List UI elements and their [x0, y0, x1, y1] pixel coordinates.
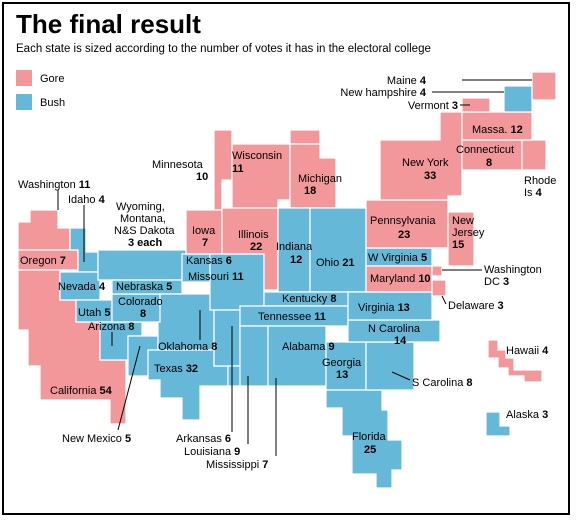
- label-dc-2: DC 3: [484, 276, 509, 288]
- label-maryland: Maryland 10: [370, 273, 431, 285]
- label-wmn-2: Montana,: [120, 213, 166, 225]
- state-vermont: [461, 97, 491, 113]
- label-washington: Washington 11: [18, 179, 90, 191]
- label-delaware: Delaware 3: [448, 300, 504, 312]
- label-newjersey-2: Jersey: [452, 227, 485, 239]
- state-arkansas: [213, 309, 241, 367]
- label-arkansas: Arkansas 6: [176, 433, 231, 445]
- legend-swatch-bush: [16, 94, 32, 110]
- state-newhampshire: [503, 85, 533, 113]
- label-maine: Maine 4: [387, 75, 427, 87]
- label-california: California 54: [50, 385, 113, 397]
- label-georgia-ev: 13: [336, 369, 348, 381]
- state-newyork: [379, 111, 463, 201]
- label-connecticut: Connecticut: [456, 144, 514, 156]
- label-texas: Texas 32: [154, 363, 198, 375]
- leader-newmexico: [117, 345, 141, 431]
- label-tennessee: Tennessee 11: [258, 311, 326, 323]
- label-kansas: Kansas 6: [186, 255, 232, 267]
- state-newjersey: [447, 211, 475, 267]
- label-iowa-ev: 7: [202, 237, 208, 249]
- leader-delaware: [441, 295, 447, 305]
- label-newyork-ev: 33: [424, 170, 436, 182]
- legend-label-bush: Bush: [40, 97, 65, 109]
- label-ohio: Ohio 21: [316, 257, 355, 269]
- label-wisconsin: Wisconsin: [232, 150, 282, 162]
- label-vermont: Vermont 3: [408, 100, 458, 112]
- label-newjersey-1: New: [452, 215, 474, 227]
- state-delaware: [431, 279, 447, 297]
- subtitle: Each state is sized according to the num…: [16, 43, 431, 55]
- label-wmn-3: N&S Dakota: [114, 225, 175, 237]
- label-hawaii: Hawaii 4: [506, 345, 549, 357]
- state-scarolina: [365, 341, 415, 391]
- label-nebraska: Nebraska 5: [116, 281, 172, 293]
- label-newmexico: New Mexico 5: [62, 433, 131, 445]
- label-newyork: New York: [402, 157, 449, 169]
- label-scarolina: S Carolina 8: [412, 377, 473, 389]
- state-ohio: [309, 207, 367, 293]
- state-mississippi: [239, 325, 269, 387]
- label-newhampshire: New hampshire 4: [340, 87, 426, 99]
- label-florida-ev: 25: [364, 444, 376, 456]
- label-colorado-ev: 8: [140, 308, 146, 320]
- label-minnesota-ev: 10: [196, 171, 208, 183]
- state-maine: [531, 71, 557, 101]
- label-ncarolina: N Carolina: [368, 323, 421, 335]
- label-rhodeisland-1: Rhode: [524, 175, 556, 187]
- state-washington: [17, 209, 71, 251]
- label-connecticut-ev: 8: [486, 157, 492, 169]
- label-michigan-ev: 18: [304, 185, 316, 197]
- label-pennsylvania-ev: 23: [398, 229, 410, 241]
- label-michigan: Michigan: [298, 173, 342, 185]
- state-rhodeisland: [521, 139, 547, 171]
- label-illinois-ev: 22: [250, 241, 262, 253]
- label-arizona: Arizona 8: [88, 321, 134, 333]
- label-louisiana: Louisiana 9: [184, 446, 240, 458]
- label-alabama: Alabama 9: [282, 341, 335, 353]
- label-newjersey-ev: 15: [452, 239, 464, 251]
- label-wmn-1: Wyoming,: [116, 201, 165, 213]
- label-idaho: Idaho 4: [68, 194, 106, 206]
- leader-scarolina: [391, 371, 411, 381]
- label-oklahoma: Oklahoma 8: [158, 341, 217, 353]
- label-iowa: Iowa: [192, 225, 216, 237]
- label-georgia: Georgia: [322, 357, 362, 369]
- label-wmn-ev: 3 each: [128, 237, 163, 249]
- label-wisconsin-ev: 11: [232, 163, 244, 175]
- label-minnesota: Minnesota: [152, 159, 204, 171]
- state-minnesota: [213, 129, 233, 211]
- page-title: The final result: [16, 9, 201, 39]
- label-nevada: Nevada 4: [58, 281, 106, 293]
- legend-label-gore: Gore: [40, 73, 64, 85]
- state-alabama: [267, 325, 327, 387]
- label-rhodeisland-2: Is 4: [524, 187, 543, 199]
- state-florida: [325, 389, 403, 489]
- label-colorado: Colorado: [118, 296, 163, 308]
- label-virginia: Virginia 13: [358, 302, 410, 314]
- state-dc: [431, 265, 443, 277]
- label-oregon: Oregon 7: [20, 255, 66, 267]
- label-kentucky: Kentucky 8: [282, 293, 336, 305]
- state-hawaii: [487, 339, 543, 383]
- label-illinois: Illinois: [238, 229, 269, 241]
- label-wvirginia: W Virginia 5: [368, 252, 427, 264]
- label-indiana: Indiana: [276, 241, 313, 253]
- label-massachusetts: Massa. 12: [472, 124, 523, 136]
- state-alaska: [485, 411, 511, 437]
- label-missouri: Missouri 11: [188, 271, 244, 283]
- label-florida: Florida: [352, 431, 387, 443]
- legend-swatch-gore: [16, 70, 32, 86]
- label-alaska: Alaska 3: [506, 409, 548, 421]
- label-mississippi: Mississippi 7: [206, 459, 268, 471]
- label-indiana-ev: 12: [290, 254, 302, 266]
- label-dc-1: Washington: [484, 264, 542, 276]
- label-ncarolina-ev: 14: [394, 335, 407, 347]
- label-pennsylvania: Pennsylvania: [370, 215, 436, 227]
- label-utah: Utah 5: [78, 307, 110, 319]
